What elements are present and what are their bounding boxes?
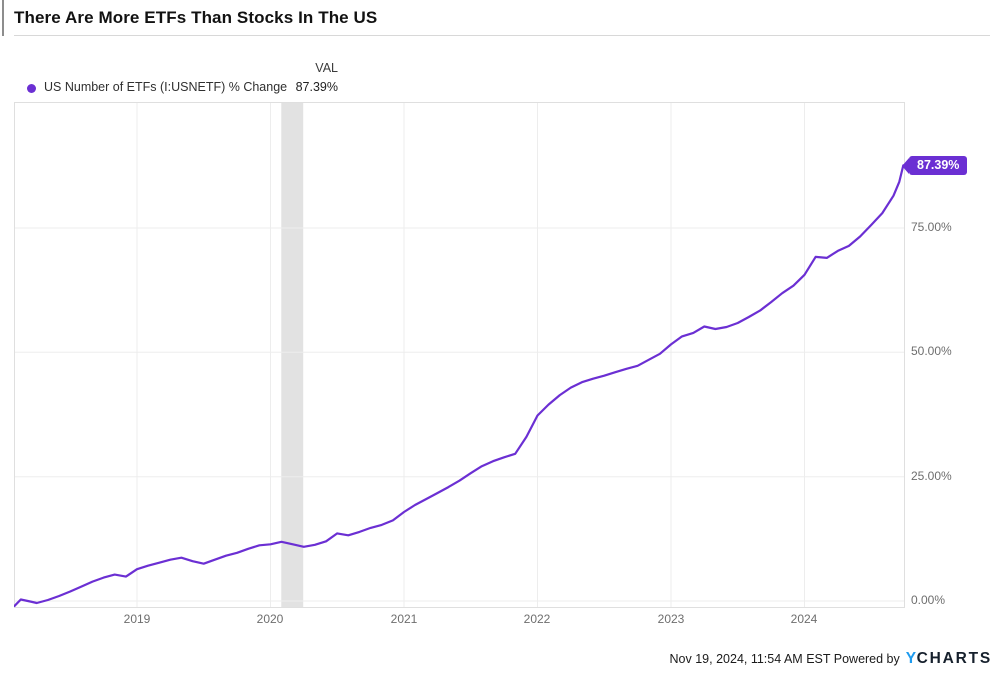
x-tick-label: 2019 <box>123 612 151 626</box>
ycharts-logo-rest: CHARTS <box>916 650 992 667</box>
chart-title: There Are More ETFs Than Stocks In The U… <box>14 8 378 27</box>
series-line <box>13 164 907 608</box>
plot-border <box>14 102 905 608</box>
corner-bar <box>2 0 4 36</box>
recession-band <box>281 102 304 608</box>
x-tick-label: 2024 <box>790 612 818 626</box>
legend-val-header: VAL <box>315 61 338 75</box>
title-divider <box>14 35 990 36</box>
legend-series-dot <box>27 84 36 93</box>
footer-timestamp: Nov 19, 2024, 11:54 AM EST Powered by <box>669 652 900 666</box>
ycharts-logo-y: Y <box>905 650 917 667</box>
footer: Nov 19, 2024, 11:54 AM EST Powered by YC… <box>670 650 992 668</box>
legend-series-label: US Number of ETFs (I:USNETF) % Change <box>44 80 288 94</box>
ycharts-logo[interactable]: YCHARTS <box>906 650 992 668</box>
last-value-badge: 87.39% <box>909 156 968 175</box>
y-tick-label: 0.00% <box>911 593 946 607</box>
y-tick-label: 75.00% <box>911 220 952 234</box>
x-tick-label: 2023 <box>657 612 685 626</box>
legend-val-value: 87.39% <box>295 80 338 94</box>
x-tick-label: 2022 <box>523 612 551 626</box>
plot-region[interactable] <box>13 102 907 608</box>
x-tick-label: 2021 <box>390 612 418 626</box>
y-tick-label: 25.00% <box>911 469 952 483</box>
plot-svg <box>13 102 907 608</box>
y-tick-label: 50.00% <box>911 344 952 358</box>
x-tick-label: 2020 <box>256 612 284 626</box>
